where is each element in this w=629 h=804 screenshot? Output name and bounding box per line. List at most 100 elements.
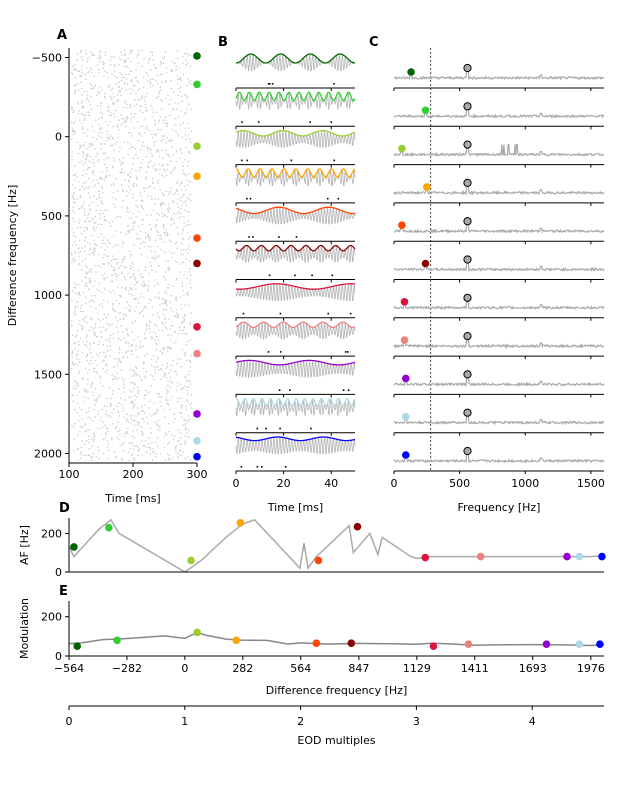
raster-spike bbox=[176, 363, 178, 365]
raster-spike bbox=[105, 413, 107, 415]
raster-spike bbox=[137, 336, 139, 338]
spike-dot bbox=[279, 312, 282, 315]
raster-spike bbox=[164, 318, 166, 320]
raster-spike bbox=[81, 310, 84, 313]
eod-peak-marker bbox=[463, 408, 472, 417]
raster-spike bbox=[139, 247, 141, 249]
raster-spike bbox=[139, 340, 141, 343]
raster-spike bbox=[82, 174, 84, 177]
raster-spike bbox=[175, 370, 177, 373]
raster-spike bbox=[142, 345, 144, 347]
raster-spike bbox=[104, 277, 107, 279]
raster-spike bbox=[75, 84, 77, 87]
raster-spike bbox=[155, 442, 157, 444]
raster-spike bbox=[92, 219, 94, 221]
raster-spike bbox=[189, 268, 191, 270]
raster-spike bbox=[129, 171, 131, 173]
raster-spike bbox=[71, 151, 73, 153]
raster-spike bbox=[183, 418, 185, 420]
raster-spike bbox=[116, 372, 118, 374]
eod-peak-marker bbox=[463, 63, 472, 73]
raster-spike bbox=[88, 442, 90, 444]
raster-spike bbox=[97, 344, 99, 346]
raster-spike bbox=[73, 198, 75, 200]
raster-spike bbox=[182, 321, 184, 324]
raster-spike bbox=[86, 334, 88, 336]
raster-spike bbox=[141, 95, 143, 98]
raster-spike bbox=[172, 154, 174, 156]
raster-spike bbox=[145, 337, 147, 339]
raster-spike bbox=[157, 339, 159, 341]
raster-spike bbox=[157, 329, 160, 332]
raster-spike bbox=[143, 421, 145, 423]
raster-spike bbox=[86, 345, 88, 347]
raster-spike bbox=[166, 233, 169, 235]
raster-spike bbox=[144, 412, 146, 414]
raster-spike bbox=[188, 418, 190, 420]
raster-spike bbox=[73, 130, 76, 132]
raster-spike bbox=[142, 276, 145, 278]
raster-spike bbox=[82, 340, 84, 343]
raster-spike bbox=[177, 315, 179, 317]
modulation-point bbox=[464, 640, 473, 649]
raster-spike bbox=[168, 206, 170, 208]
raster-spike bbox=[134, 310, 136, 313]
raster-spike bbox=[145, 231, 147, 234]
raster-spike bbox=[94, 250, 96, 253]
raster-spike bbox=[112, 192, 115, 194]
y-tick-label: 0 bbox=[55, 650, 62, 663]
raster-spike bbox=[182, 290, 184, 292]
raster-spike bbox=[165, 124, 168, 126]
raster-spike bbox=[182, 230, 184, 232]
raster-spike bbox=[144, 97, 146, 99]
raster-spike bbox=[81, 59, 84, 61]
raster-spike bbox=[82, 129, 84, 131]
raster-spike bbox=[102, 257, 104, 259]
raster-spike bbox=[123, 391, 125, 393]
raster-spike bbox=[88, 111, 90, 113]
raster-spike bbox=[110, 135, 112, 137]
raster-spike bbox=[173, 222, 175, 224]
raster-spike bbox=[164, 374, 166, 376]
raster-spike bbox=[76, 334, 78, 336]
raster-spike bbox=[110, 111, 112, 113]
raster-spike bbox=[175, 296, 178, 298]
raster-spike bbox=[85, 315, 88, 317]
raster-spike bbox=[178, 440, 180, 442]
raster-spike bbox=[104, 272, 106, 275]
raster-spike bbox=[106, 328, 108, 330]
raster-spike bbox=[111, 307, 114, 309]
raster-spike bbox=[102, 239, 104, 241]
raster-spike bbox=[143, 57, 145, 60]
raster-spike bbox=[114, 427, 116, 430]
raster-spike bbox=[112, 103, 114, 105]
raster-spike bbox=[78, 448, 80, 450]
raster-spike bbox=[141, 219, 143, 221]
raster-spike bbox=[179, 329, 181, 332]
envelope-trace bbox=[236, 53, 355, 64]
raster-spike bbox=[167, 269, 170, 271]
raster-spike bbox=[135, 372, 137, 374]
raster-spike bbox=[184, 333, 187, 335]
raster-spike bbox=[175, 451, 177, 453]
raster-spike bbox=[168, 431, 170, 433]
raster-spike bbox=[105, 355, 107, 357]
raster-spike bbox=[123, 337, 125, 339]
raster-spike bbox=[91, 217, 93, 219]
raster-spike bbox=[142, 280, 145, 283]
raster-spike bbox=[78, 344, 80, 346]
raster-spike bbox=[132, 339, 135, 341]
raster-spike bbox=[73, 312, 75, 314]
raster-spike bbox=[150, 265, 152, 267]
raster-spike bbox=[161, 100, 163, 102]
raster-spike bbox=[170, 347, 172, 349]
raster-spike bbox=[134, 279, 136, 281]
raster-spike bbox=[88, 249, 91, 251]
raster-spike bbox=[122, 200, 124, 202]
raster-spike bbox=[177, 314, 179, 316]
raster-spike bbox=[132, 146, 134, 148]
raster-spike bbox=[83, 400, 85, 403]
modulation-point bbox=[347, 639, 356, 648]
raster-spike bbox=[82, 132, 84, 134]
raster-spike bbox=[159, 189, 161, 191]
